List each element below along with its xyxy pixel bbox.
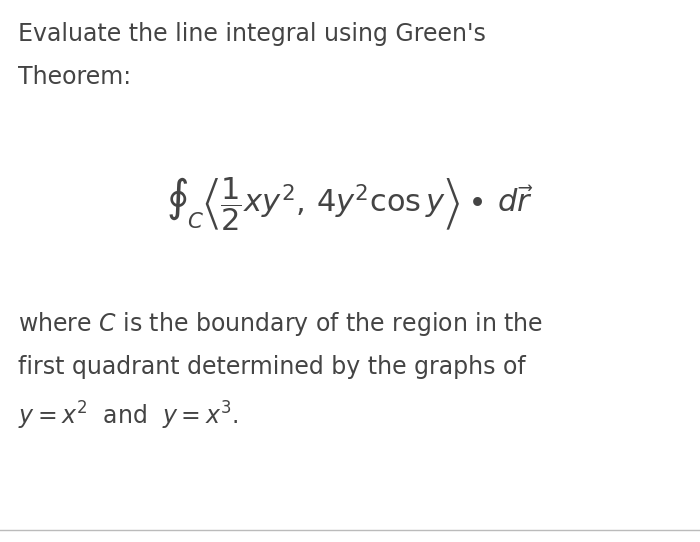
Text: Evaluate the line integral using Green's: Evaluate the line integral using Green's <box>18 22 486 46</box>
Text: $\oint_{C} \left\langle \dfrac{1}{2}xy^2,\, 4y^2 \cos y \right\rangle \bullet \,: $\oint_{C} \left\langle \dfrac{1}{2}xy^2… <box>167 175 533 233</box>
Text: Theorem:: Theorem: <box>18 65 131 89</box>
Text: first quadrant determined by the graphs of: first quadrant determined by the graphs … <box>18 355 526 379</box>
Text: $y = x^2$  and  $y = x^3$.: $y = x^2$ and $y = x^3$. <box>18 400 239 432</box>
Text: where $\mathit{C}$ is the boundary of the region in the: where $\mathit{C}$ is the boundary of th… <box>18 310 543 338</box>
